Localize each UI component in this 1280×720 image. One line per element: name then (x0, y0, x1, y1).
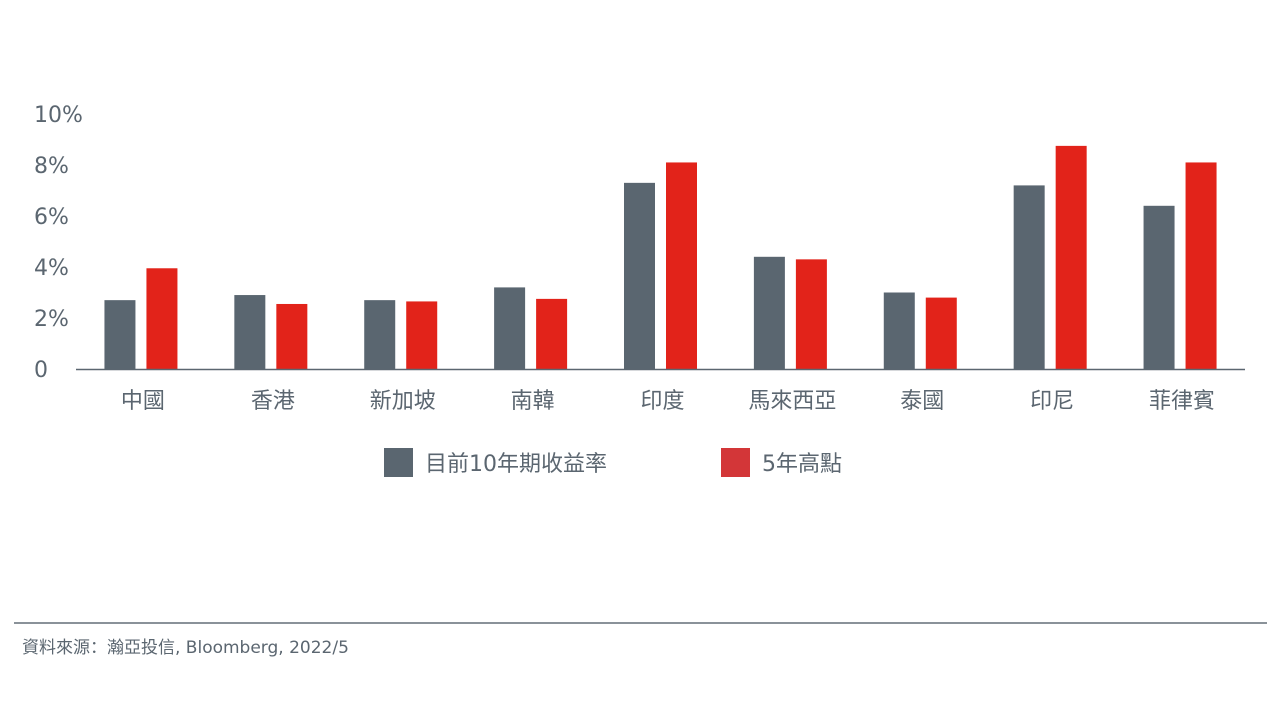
bar-current-yield (104, 300, 136, 369)
x-tick-label: 菲律賓 (1149, 389, 1215, 414)
bar-5yr-high (146, 268, 178, 369)
footer-divider (14, 622, 1267, 624)
chart-legend: 目前10年期收益率 5年高點 (384, 446, 842, 478)
bar-current-yield (624, 182, 655, 369)
legend-label-5yr-high: 5年高點 (762, 452, 842, 477)
bar-current-yield (753, 256, 785, 369)
legend-label-current-yield: 目前10年期收益率 (425, 452, 607, 477)
bar-current-yield (883, 292, 915, 369)
bar-5yr-high (666, 162, 697, 369)
x-tick-label: 新加坡 (370, 389, 436, 414)
bar-5yr-high (795, 259, 827, 369)
bar-current-yield (1013, 185, 1045, 369)
bar-5yr-high (1185, 162, 1217, 369)
legend-item-5yr-high: 5年高點 (721, 446, 842, 478)
bar-5yr-high (276, 303, 308, 369)
y-tick-label: 2% (34, 307, 69, 332)
bar-5yr-high (406, 301, 438, 369)
bar-5yr-high (925, 297, 957, 369)
y-tick-label: 10% (34, 103, 83, 128)
bar-current-yield (364, 300, 396, 369)
bar-current-yield (234, 295, 266, 369)
legend-swatch-current-yield (384, 447, 413, 477)
x-tick-label: 馬來西亞 (748, 389, 836, 414)
legend-swatch-5yr-high (721, 447, 750, 477)
x-tick-label: 香港 (251, 389, 295, 414)
y-tick-label: 0 (34, 358, 48, 383)
x-tick-label: 中國 (121, 389, 165, 414)
bar-5yr-high (1055, 145, 1087, 369)
x-tick-label: 南韓 (511, 389, 555, 414)
y-tick-label: 6% (34, 205, 69, 230)
bar-current-yield (1143, 205, 1175, 369)
bar-chart: 0 2% 4% 6% 8% 10% 中國 香港 新加坡 南韓 印度 馬來西亞 泰國 印尼 菲律賓 (34, 103, 1245, 414)
x-tick-label: 印尼 (1030, 389, 1074, 414)
y-tick-label: 8% (34, 154, 69, 179)
x-tick-label: 泰國 (900, 389, 944, 414)
y-tick-label: 4% (34, 256, 69, 281)
x-tick-label: 印度 (640, 389, 684, 414)
legend-item-current-yield: 目前10年期收益率 (384, 446, 607, 478)
source-note: 資料來源：瀚亞投信, Bloomberg, 2022/5 (22, 638, 349, 658)
bar-5yr-high (536, 298, 568, 369)
bar-current-yield (494, 287, 526, 369)
